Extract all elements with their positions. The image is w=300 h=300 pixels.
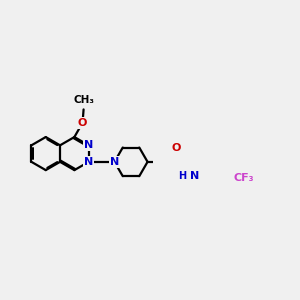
Text: O: O xyxy=(172,142,181,152)
Text: N: N xyxy=(84,157,93,167)
Text: CH₃: CH₃ xyxy=(73,95,94,105)
Text: N: N xyxy=(110,157,119,167)
Text: CF₃: CF₃ xyxy=(233,173,253,183)
Text: H: H xyxy=(178,171,186,181)
Text: N: N xyxy=(84,140,93,150)
Text: N: N xyxy=(190,171,200,181)
Text: O: O xyxy=(78,118,87,128)
